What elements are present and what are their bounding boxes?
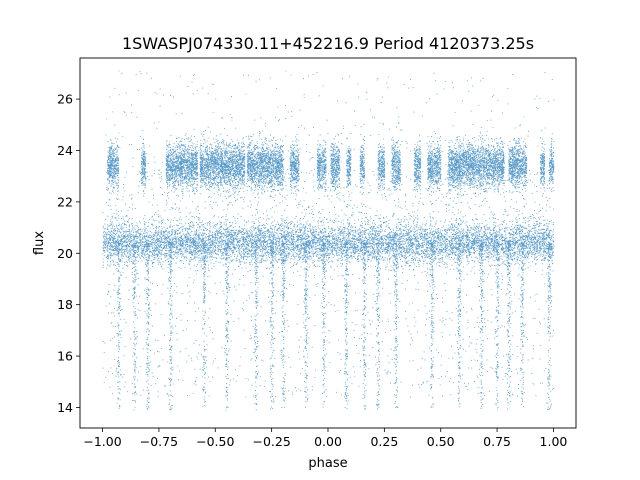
chart-title: 1SWASPJ074330.11+452216.9 Period 4120373… xyxy=(122,34,534,53)
y-tick-label: 18 xyxy=(57,297,73,312)
scatter-points xyxy=(102,70,555,411)
data-points xyxy=(102,70,555,411)
y-tick-label: 22 xyxy=(57,194,73,209)
x-tick-label: 0.75 xyxy=(483,434,511,449)
x-tick-label: 0.25 xyxy=(370,434,398,449)
x-tick-label: −1.00 xyxy=(83,434,121,449)
x-tick-label: 0.50 xyxy=(427,434,455,449)
x-tick-label: −0.25 xyxy=(252,434,290,449)
y-axis: 14 16 18 20 22 24 26 xyxy=(57,92,80,415)
x-tick-label: −0.75 xyxy=(140,434,178,449)
y-tick-label: 14 xyxy=(57,400,73,415)
x-axis: −1.00 −0.75 −0.50 −0.25 0.00 0.25 0.50 0.75 1.00 xyxy=(83,428,567,449)
y-tick-label: 16 xyxy=(57,349,73,364)
y-axis-label: flux xyxy=(32,231,47,255)
y-tick-label: 24 xyxy=(57,143,73,158)
y-tick-label: 26 xyxy=(57,92,73,107)
x-tick-label: 1.00 xyxy=(540,434,568,449)
x-tick-label: 0.00 xyxy=(314,434,342,449)
y-tick-label: 20 xyxy=(57,246,73,261)
x-tick-label: −0.50 xyxy=(196,434,234,449)
x-axis-label: phase xyxy=(308,456,347,471)
